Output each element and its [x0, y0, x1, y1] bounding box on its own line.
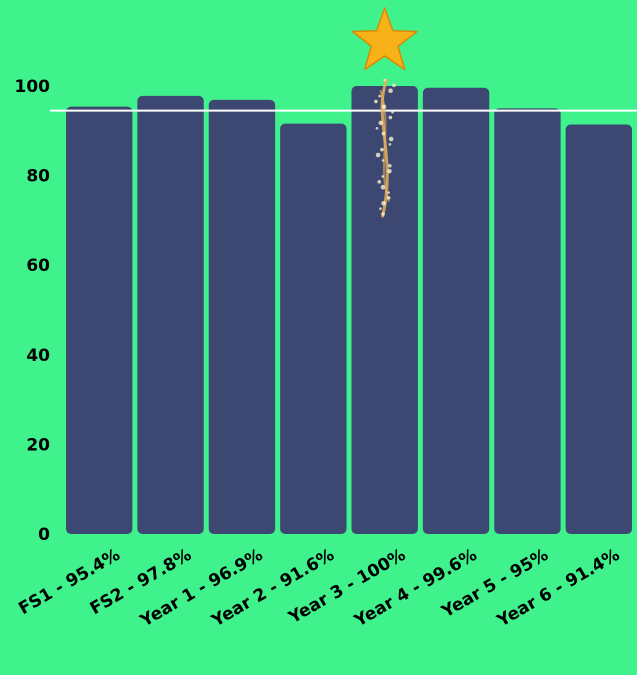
sparkle-dot	[378, 94, 381, 98]
y-tick-label: 60	[26, 256, 50, 276]
y-tick-label: 100	[15, 77, 51, 97]
y-tick-label: 40	[26, 346, 50, 366]
sparkle-dot	[387, 168, 392, 174]
y-tick-label: 20	[26, 435, 50, 455]
bar	[137, 95, 204, 534]
sparkle-dot	[380, 184, 386, 190]
sparkle-dot	[388, 163, 392, 168]
sparkle-dot	[381, 175, 385, 178]
bar	[280, 123, 347, 534]
sparkle-dot	[383, 78, 386, 82]
sparkle-dot	[388, 143, 392, 146]
sparkle-trail	[379, 90, 390, 202]
sparkle-dot	[379, 207, 382, 210]
y-axis-ticks: 0 20 40 60 80 100	[15, 77, 51, 545]
sparkle-dot	[387, 191, 390, 194]
x-tick-label: Year 6 - 91.4%	[493, 545, 623, 632]
sparkle-dot	[377, 180, 382, 184]
y-tick-label: 80	[26, 167, 50, 187]
sparkle-dot	[375, 152, 381, 158]
sparkle-dot	[374, 99, 378, 104]
sparkle-dot	[381, 159, 385, 162]
sparkle-dot	[380, 147, 384, 152]
x-axis-labels: FS1 - 95.4%FS2 - 97.8%Year 1 - 96.9%Year…	[15, 545, 623, 632]
bars	[66, 86, 632, 535]
bar	[422, 87, 490, 535]
bar	[351, 86, 418, 534]
bar	[208, 99, 276, 534]
sparkle-dot	[375, 126, 379, 130]
sparkle-dot	[388, 115, 393, 120]
star-shape	[351, 7, 418, 71]
sparkle-dot	[378, 120, 384, 126]
bar	[66, 106, 133, 534]
sparkle-dot	[381, 131, 386, 136]
sparkle-trail-icon	[374, 78, 396, 218]
bar	[494, 108, 561, 535]
sparkle-dot	[386, 196, 391, 200]
sparkle-dot	[391, 110, 394, 114]
star-icon	[351, 7, 418, 71]
sparkle-dot	[381, 104, 387, 110]
sparkle-dot	[388, 136, 394, 142]
sparkle-dot	[381, 212, 385, 216]
x-tick-label: Year 2 - 91.6%	[208, 545, 338, 632]
x-tick-label: Year 4 - 99.6%	[350, 545, 480, 632]
sparkle-dot	[392, 83, 396, 88]
x-tick-label: Year 3 - 100%	[285, 545, 410, 628]
sparkle-dot	[381, 200, 386, 206]
sparkle-dot	[388, 88, 393, 94]
bar	[565, 124, 632, 534]
y-tick-label: 0	[38, 525, 50, 545]
x-tick-label: Year 1 - 96.9%	[136, 545, 266, 632]
